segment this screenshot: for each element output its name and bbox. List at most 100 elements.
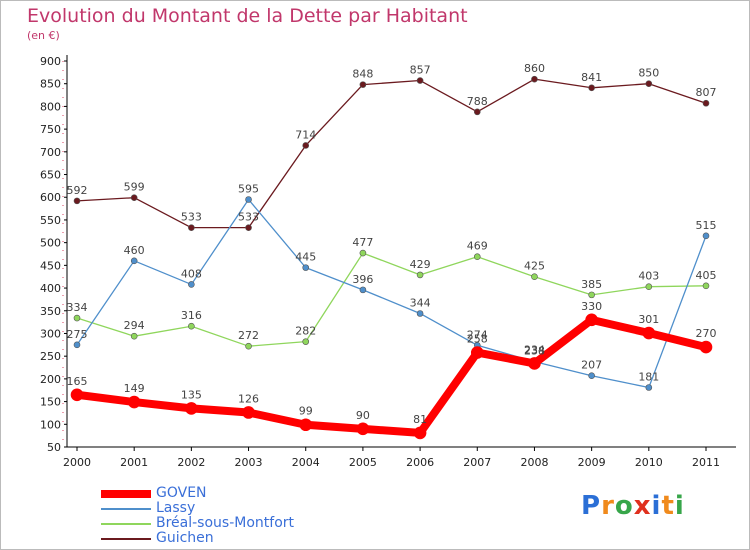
data-point: [245, 196, 252, 203]
y-tick-label: 50: [47, 441, 61, 454]
data-label: 99: [299, 405, 313, 418]
x-tick-label: 2003: [235, 456, 263, 469]
data-label: 181: [638, 371, 659, 384]
data-label: 592: [67, 184, 88, 197]
data-point: [130, 194, 138, 201]
data-label: 445: [295, 251, 316, 264]
data-label: 477: [352, 236, 373, 249]
y-tick-label: 300: [40, 327, 61, 340]
data-label: 344: [410, 296, 431, 309]
y-tick-label: 600: [40, 191, 61, 204]
data-label: 274: [467, 328, 488, 341]
data-label: 238: [524, 345, 545, 358]
data-label: 860: [524, 62, 545, 75]
logo-letter: r: [601, 491, 615, 521]
data-point: [588, 84, 595, 92]
y-tick-label: 850: [40, 78, 61, 91]
x-tick-label: 2002: [177, 456, 205, 469]
logo-letter: o: [614, 491, 634, 521]
data-point: [302, 264, 310, 271]
data-label: 460: [124, 244, 145, 257]
data-point: [642, 326, 656, 340]
legend-label: Lassy: [156, 500, 196, 516]
data-label: 234: [524, 343, 545, 356]
data-point: [188, 322, 195, 330]
data-point: [585, 313, 598, 327]
y-tick-label: 650: [40, 169, 61, 182]
data-label: 301: [638, 313, 659, 326]
data-point: [416, 271, 424, 279]
y-tick-label: 900: [40, 55, 61, 68]
data-point: [359, 249, 367, 257]
data-label: 275: [67, 328, 88, 341]
data-point: [645, 283, 653, 290]
data-point: [645, 384, 653, 391]
data-point: [242, 406, 255, 419]
data-point: [413, 426, 427, 440]
data-point: [359, 81, 367, 88]
data-label: 258: [467, 333, 488, 346]
data-point: [130, 332, 138, 340]
data-point: [531, 75, 538, 83]
y-tick-label: 800: [40, 100, 61, 113]
y-tick-label: 750: [40, 123, 61, 136]
data-label: 408: [181, 267, 202, 280]
data-label: 270: [696, 327, 717, 340]
series-line-Guichen: [76, 78, 707, 229]
chart-subtitle: (en €): [27, 29, 60, 42]
data-point: [73, 197, 81, 205]
x-tick-label: 2010: [635, 456, 663, 469]
data-point: [185, 402, 198, 415]
y-tick-label: 200: [40, 373, 61, 386]
data-point: [702, 99, 710, 107]
legend-swatch: [101, 523, 151, 525]
logo-letter: i: [674, 491, 685, 521]
y-tick-label: 700: [40, 146, 61, 159]
data-label: 385: [581, 278, 602, 291]
data-label: 135: [181, 388, 202, 401]
x-tick-label: 2006: [406, 456, 434, 469]
data-point: [588, 372, 595, 380]
data-point: [73, 314, 81, 322]
x-tick-label: 2007: [463, 456, 491, 469]
data-label: 807: [696, 86, 717, 99]
legend-label: Guichen: [156, 530, 214, 546]
data-point: [356, 422, 370, 436]
data-label: 429: [410, 258, 431, 271]
data-point: [188, 224, 195, 231]
logo-letter: i: [651, 491, 662, 521]
data-point: [302, 142, 310, 149]
data-point: [473, 108, 481, 116]
legend-label: Bréal-sous-Montfort: [156, 515, 295, 531]
data-label: 848: [352, 68, 373, 81]
data-label: 841: [581, 71, 602, 84]
proxiti-logo: Proxiti: [581, 491, 685, 521]
data-label: 330: [581, 300, 602, 313]
data-label: 316: [181, 309, 202, 322]
y-tick-label: 500: [40, 237, 61, 250]
data-label: 90: [356, 409, 370, 422]
data-point: [245, 224, 252, 231]
data-point: [702, 232, 710, 240]
data-point: [528, 357, 541, 370]
data-point: [645, 80, 653, 88]
data-point: [130, 257, 138, 265]
data-label: 533: [238, 211, 259, 224]
data-point: [73, 341, 81, 349]
data-label: 857: [410, 64, 431, 77]
data-point: [416, 77, 424, 84]
data-label: 396: [352, 273, 373, 286]
logo-letter: x: [633, 491, 652, 521]
data-label: 165: [67, 375, 88, 388]
data-label: 595: [238, 183, 259, 196]
y-tick-label: 550: [40, 214, 61, 227]
x-tick-label: 2009: [578, 456, 606, 469]
y-tick-label: 250: [40, 350, 61, 363]
data-label: 405: [696, 269, 717, 282]
data-label: 714: [295, 128, 316, 141]
y-tick-label: 400: [40, 282, 61, 295]
logo-letter: t: [661, 491, 675, 521]
data-label: 425: [524, 260, 545, 273]
